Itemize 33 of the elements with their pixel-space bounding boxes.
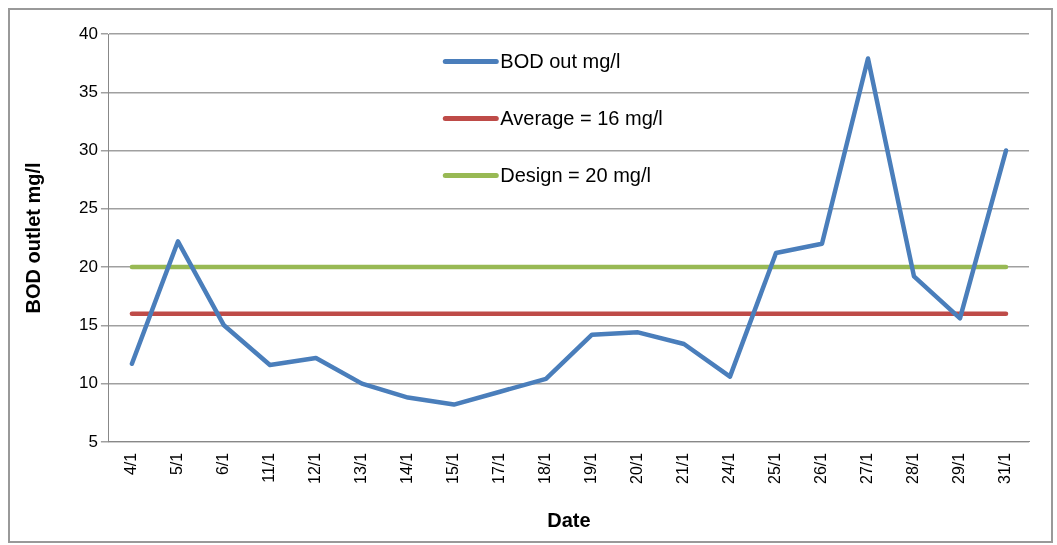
y-tick-label: 15 <box>78 315 98 335</box>
x-tick-label: 11/1 <box>260 452 278 483</box>
legend-label: Design = 20 mg/l <box>500 164 651 187</box>
x-tick-label: 20/1 <box>628 452 646 484</box>
x-tick-label: 5/1 <box>168 452 186 476</box>
legend-label: BOD out mg/l <box>500 50 621 73</box>
legend-label: Average = 16 mg/l <box>500 107 663 130</box>
x-tick-label: 14/1 <box>398 452 416 484</box>
x-tick-label: 17/1 <box>490 452 508 484</box>
x-tick-label: 19/1 <box>582 452 600 484</box>
x-tick-label: 28/1 <box>904 452 922 484</box>
x-tick-label: 27/1 <box>858 452 876 484</box>
y-tick-label: 5 <box>88 431 98 451</box>
x-tick-label: 26/1 <box>812 452 830 484</box>
x-axis-title: Date <box>547 508 591 531</box>
y-tick-label: 35 <box>78 81 98 101</box>
x-tick-label: 12/1 <box>306 452 324 484</box>
y-tick-label: 10 <box>78 373 98 393</box>
x-tick-label: 31/1 <box>996 452 1014 484</box>
y-tick-label: 20 <box>78 256 98 276</box>
y-tick-label: 30 <box>78 140 98 160</box>
x-tick-label: 6/1 <box>214 452 232 476</box>
y-tick-label: 40 <box>78 23 98 43</box>
x-tick-label: 4/1 <box>122 452 140 476</box>
x-tick-label: 25/1 <box>766 452 784 484</box>
y-axis-title: BOD outlet mg/l <box>21 162 44 314</box>
x-tick-label: 18/1 <box>536 452 554 484</box>
x-tick-label: 15/1 <box>444 452 462 484</box>
y-tick-label: 25 <box>78 198 98 218</box>
x-tick-label: 13/1 <box>352 452 370 484</box>
x-tick-label: 24/1 <box>720 452 738 484</box>
x-tick-label: 29/1 <box>950 452 968 484</box>
x-tick-label: 21/1 <box>674 452 692 484</box>
